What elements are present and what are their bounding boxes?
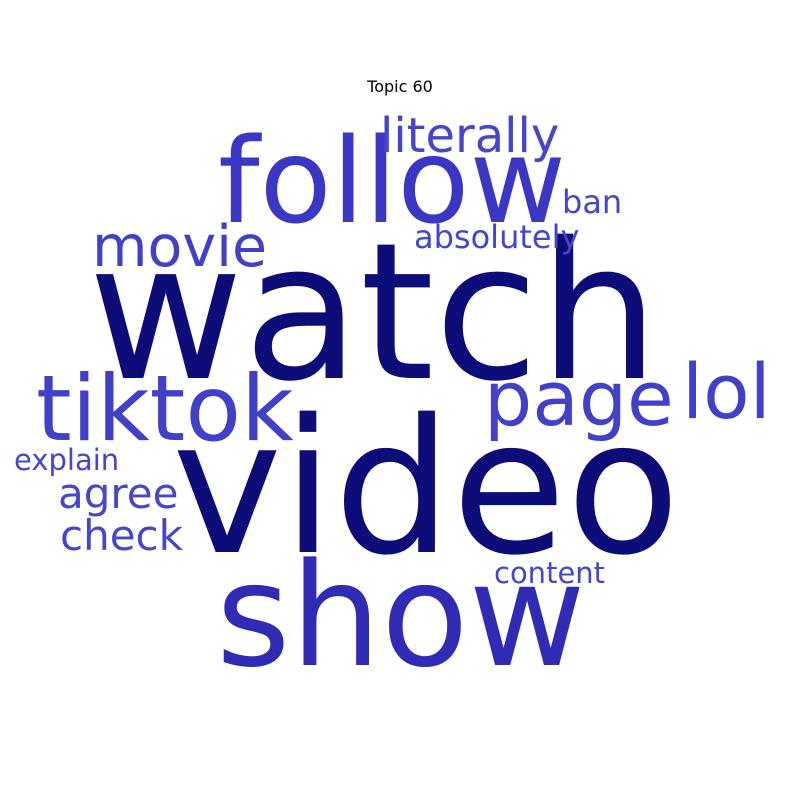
word-content: content xyxy=(494,556,605,590)
word-movie: movie xyxy=(92,214,267,280)
word-follow: follow xyxy=(218,112,566,250)
word-check: check xyxy=(60,511,184,560)
word-explain: explain xyxy=(14,443,119,477)
word-agree: agree xyxy=(58,469,178,518)
word-absolutely: absolutely xyxy=(414,218,579,256)
word-video: video xyxy=(172,379,680,596)
word-tiktok: tiktok xyxy=(36,357,294,462)
word-lol: lol xyxy=(682,347,771,436)
word-watch: watch xyxy=(88,202,659,423)
chart-title: Topic 60 xyxy=(366,77,433,96)
word-show: show xyxy=(216,532,586,699)
word-page: page xyxy=(484,354,674,443)
word-literally: literally xyxy=(380,108,559,164)
word-ban: ban xyxy=(562,183,622,221)
